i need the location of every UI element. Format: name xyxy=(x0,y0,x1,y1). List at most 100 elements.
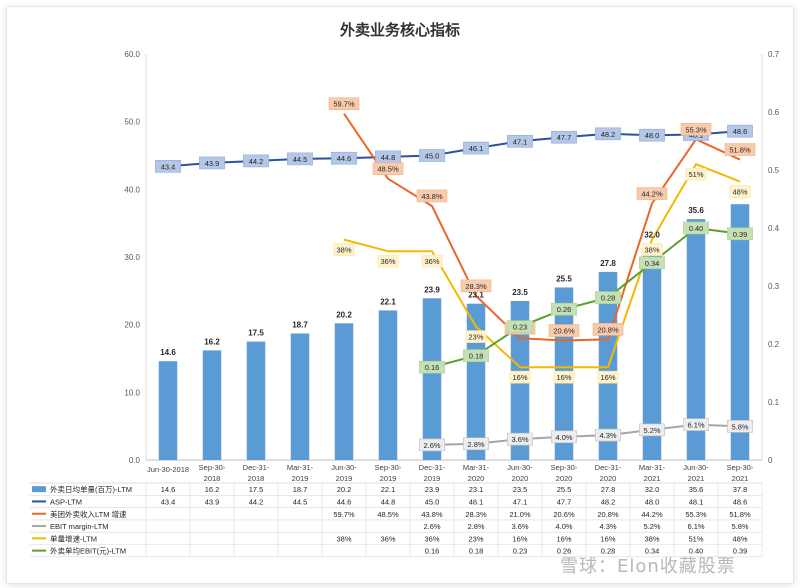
data-label-box xyxy=(416,189,448,203)
data-label-box xyxy=(683,418,709,431)
data-label-box xyxy=(421,254,443,268)
data-label-box xyxy=(199,156,225,170)
table-cell: 27.8 xyxy=(601,485,616,494)
x-tick-label: 2019 xyxy=(380,474,397,483)
bar-data-label: 14.6 xyxy=(160,348,176,357)
data-label-box xyxy=(460,279,492,293)
line-data-label: 48.2 xyxy=(601,130,616,139)
table-cell: 18.7 xyxy=(293,485,308,494)
table-cell: 25.5 xyxy=(557,485,572,494)
bar-data-label: 35.6 xyxy=(688,206,704,215)
table-cell: 36% xyxy=(380,534,395,543)
table-cell: 44.2 xyxy=(249,497,264,506)
table-cell: 0.23 xyxy=(513,547,528,556)
data-label-box xyxy=(287,152,313,166)
data-label-box xyxy=(419,360,445,374)
table-cell: 5.8% xyxy=(731,522,748,531)
line-data-label: 36% xyxy=(380,257,395,266)
legend-label: ASP-LTM xyxy=(50,497,82,506)
legend-key xyxy=(32,486,46,493)
table-cell: 23.1 xyxy=(469,485,484,494)
bar-data-label: 16.2 xyxy=(204,337,220,346)
table-cell: 17.5 xyxy=(249,485,264,494)
bar-data-label: 18.7 xyxy=(292,320,308,329)
table-cell: 6.1% xyxy=(687,522,704,531)
table-cell: 55.3% xyxy=(685,510,707,519)
data-label-box xyxy=(595,291,621,304)
table-cell: 36% xyxy=(424,534,439,543)
x-tick-label: 2018 xyxy=(204,474,221,483)
x-tick-label: Sep-30- xyxy=(375,463,402,472)
table-cell: 28.3% xyxy=(465,510,487,519)
table-cell: 35.6 xyxy=(689,485,704,494)
line-data-label: 4.3% xyxy=(599,431,616,440)
y-tick-label: 20.0 xyxy=(124,321,140,330)
bar-data-label: 23.9 xyxy=(424,285,440,294)
table-cell: 23.9 xyxy=(425,485,440,494)
line-data-label: 16% xyxy=(600,373,615,382)
x-tick-label: Sep-30- xyxy=(199,463,226,472)
y2-tick-label: 0 xyxy=(768,456,773,465)
bar-data-label: 22.1 xyxy=(380,297,396,306)
line-data-label: 0.40 xyxy=(689,224,704,233)
table-cell: 0.28 xyxy=(601,547,616,556)
y-tick-label: 30.0 xyxy=(124,253,140,262)
line-data-label: 48.6 xyxy=(733,127,748,136)
data-label-box xyxy=(636,187,668,200)
x-tick-label: 2019 xyxy=(292,474,309,483)
x-tick-label: 2019 xyxy=(424,474,441,483)
line-data-label: 0.34 xyxy=(645,259,660,268)
data-label-box xyxy=(463,437,489,451)
table-cell: 20.2 xyxy=(337,485,352,494)
data-label-box xyxy=(680,122,712,136)
x-tick-label: Sep-30- xyxy=(551,463,578,472)
data-label-box xyxy=(551,430,577,444)
table-cell: 22.1 xyxy=(381,485,396,494)
table-cell: 44.2% xyxy=(641,510,663,519)
y-tick-label: 10.0 xyxy=(124,388,140,397)
table-cell: 0.39 xyxy=(733,547,748,556)
data-label-box xyxy=(243,154,269,168)
data-label-box xyxy=(639,423,665,437)
bar-data-label: 27.8 xyxy=(600,259,616,268)
x-tick-label: 2020 xyxy=(600,474,617,483)
data-label-box xyxy=(595,127,621,141)
x-tick-label: Mar-31- xyxy=(463,463,490,472)
line-data-label: 55.3% xyxy=(685,125,707,134)
x-tick-label: 2018 xyxy=(248,474,265,483)
table-cell: 43.8% xyxy=(421,510,443,519)
bar xyxy=(158,361,178,460)
legend-label: 单量增速-LTM xyxy=(50,533,97,543)
x-tick-label: Jun-30- xyxy=(683,463,709,472)
x-tick-label: Jun-30- xyxy=(507,463,533,472)
table-cell: 23.5 xyxy=(513,485,528,494)
bar xyxy=(378,310,398,460)
data-label-box xyxy=(465,330,487,343)
series-line xyxy=(343,163,741,369)
data-label-box xyxy=(683,221,709,235)
data-label-box xyxy=(507,432,533,446)
table-cell: 51.8% xyxy=(729,510,751,519)
y2-tick-label: 0.2 xyxy=(768,340,780,349)
table-cell: 44.5 xyxy=(293,497,308,506)
bar xyxy=(642,243,662,460)
line-data-label: 3.6% xyxy=(511,435,528,444)
bar xyxy=(246,341,266,460)
x-tick-label: Dec-31- xyxy=(243,463,270,472)
y2-tick-label: 0.7 xyxy=(768,50,780,59)
data-label-box xyxy=(328,97,360,111)
data-label-box xyxy=(724,143,756,156)
line-data-label: 5.8% xyxy=(731,422,748,431)
x-tick-label: Sep-30- xyxy=(727,463,754,472)
table-cell: 4.0% xyxy=(555,522,572,531)
line-data-label: 47.7 xyxy=(557,133,572,142)
x-tick-label: Jun-30- xyxy=(331,463,357,472)
line-data-label: 36% xyxy=(424,257,439,266)
line-data-label: 4.0% xyxy=(555,433,572,442)
table-cell: 5.2% xyxy=(643,522,660,531)
y2-tick-label: 0.3 xyxy=(768,282,780,291)
table-cell: 0.18 xyxy=(469,547,484,556)
line-data-label: 44.2 xyxy=(249,157,264,166)
data-label-box xyxy=(155,160,181,173)
data-label-box xyxy=(507,320,533,333)
